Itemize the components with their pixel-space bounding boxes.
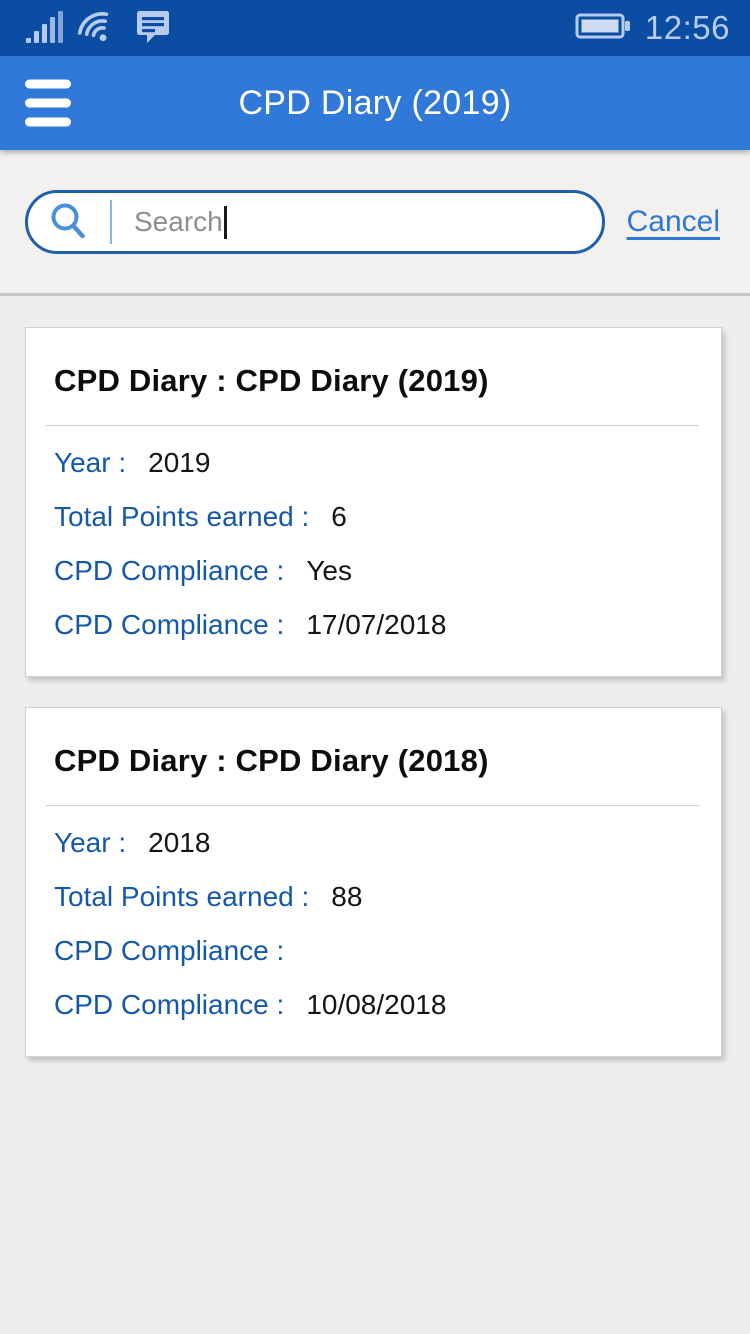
field-label: Year :	[54, 447, 127, 478]
results-list: CPD Diary : CPD Diary (2019) Year : 2019…	[0, 327, 750, 1097]
hamburger-bar	[25, 117, 71, 127]
field-value: 2018	[148, 827, 211, 858]
card-divider	[46, 805, 699, 806]
status-bar-right: 12:56	[575, 9, 730, 47]
field-row-year: Year : 2018	[54, 816, 693, 870]
app-header: CPD Diary (2019)	[0, 56, 750, 150]
hamburger-bar	[25, 98, 71, 108]
card-divider	[46, 425, 699, 426]
wifi-icon	[77, 6, 121, 51]
field-label: Year :	[54, 827, 127, 858]
status-bar: 12:56	[0, 0, 750, 56]
field-value: 2019	[148, 447, 211, 478]
field-value: 88	[331, 881, 363, 912]
search-input[interactable]	[112, 192, 602, 251]
cpd-diary-card-2018[interactable]: CPD Diary : CPD Diary (2018) Year : 2018…	[25, 707, 722, 1057]
hamburger-menu-icon[interactable]	[25, 79, 71, 127]
search-divider	[110, 199, 112, 244]
field-label: CPD Compliance :	[54, 555, 285, 586]
card-fields: Year : 2019 Total Points earned : 6 CPD …	[26, 426, 721, 676]
search-input-wrap	[112, 192, 602, 251]
field-label: Total Points earned :	[54, 501, 310, 532]
card-fields: Year : 2018 Total Points earned : 88 CPD…	[26, 806, 721, 1056]
status-bar-left-icons	[26, 0, 172, 56]
card-title: CPD Diary : CPD Diary (2018)	[54, 743, 489, 778]
cancel-button[interactable]: Cancel	[626, 204, 720, 238]
field-value: 10/08/2018	[306, 989, 447, 1020]
field-row-year: Year : 2019	[54, 436, 693, 490]
field-row-compliance-date: CPD Compliance : 10/08/2018	[54, 978, 693, 1032]
message-icon	[134, 7, 172, 50]
hamburger-bar	[25, 79, 71, 89]
field-row-compliance-date: CPD Compliance : 17/07/2018	[54, 598, 693, 652]
magnifier-icon	[28, 201, 110, 243]
field-row-compliance: CPD Compliance : Yes	[54, 544, 693, 598]
field-row-compliance: CPD Compliance :	[54, 924, 693, 978]
page-title: CPD Diary (2019)	[238, 83, 512, 122]
status-time: 12:56	[644, 9, 730, 46]
card-title: CPD Diary : CPD Diary (2019)	[54, 363, 489, 398]
field-label: CPD Compliance :	[54, 609, 285, 640]
field-value: 6	[331, 501, 347, 532]
cellular-signal-icon	[26, 9, 64, 48]
field-value: Yes	[306, 555, 352, 586]
field-label: CPD Compliance :	[54, 989, 285, 1020]
field-value: 17/07/2018	[306, 609, 447, 640]
search-section: Cancel	[0, 150, 750, 296]
cpd-diary-card-2019[interactable]: CPD Diary : CPD Diary (2019) Year : 2019…	[25, 327, 722, 677]
text-caret	[224, 205, 227, 239]
field-row-total-points: Total Points earned : 88	[54, 870, 693, 924]
field-row-total-points: Total Points earned : 6	[54, 490, 693, 544]
battery-icon	[575, 10, 631, 47]
field-label: CPD Compliance :	[54, 935, 285, 966]
search-box[interactable]	[25, 189, 605, 254]
field-label: Total Points earned :	[54, 881, 310, 912]
